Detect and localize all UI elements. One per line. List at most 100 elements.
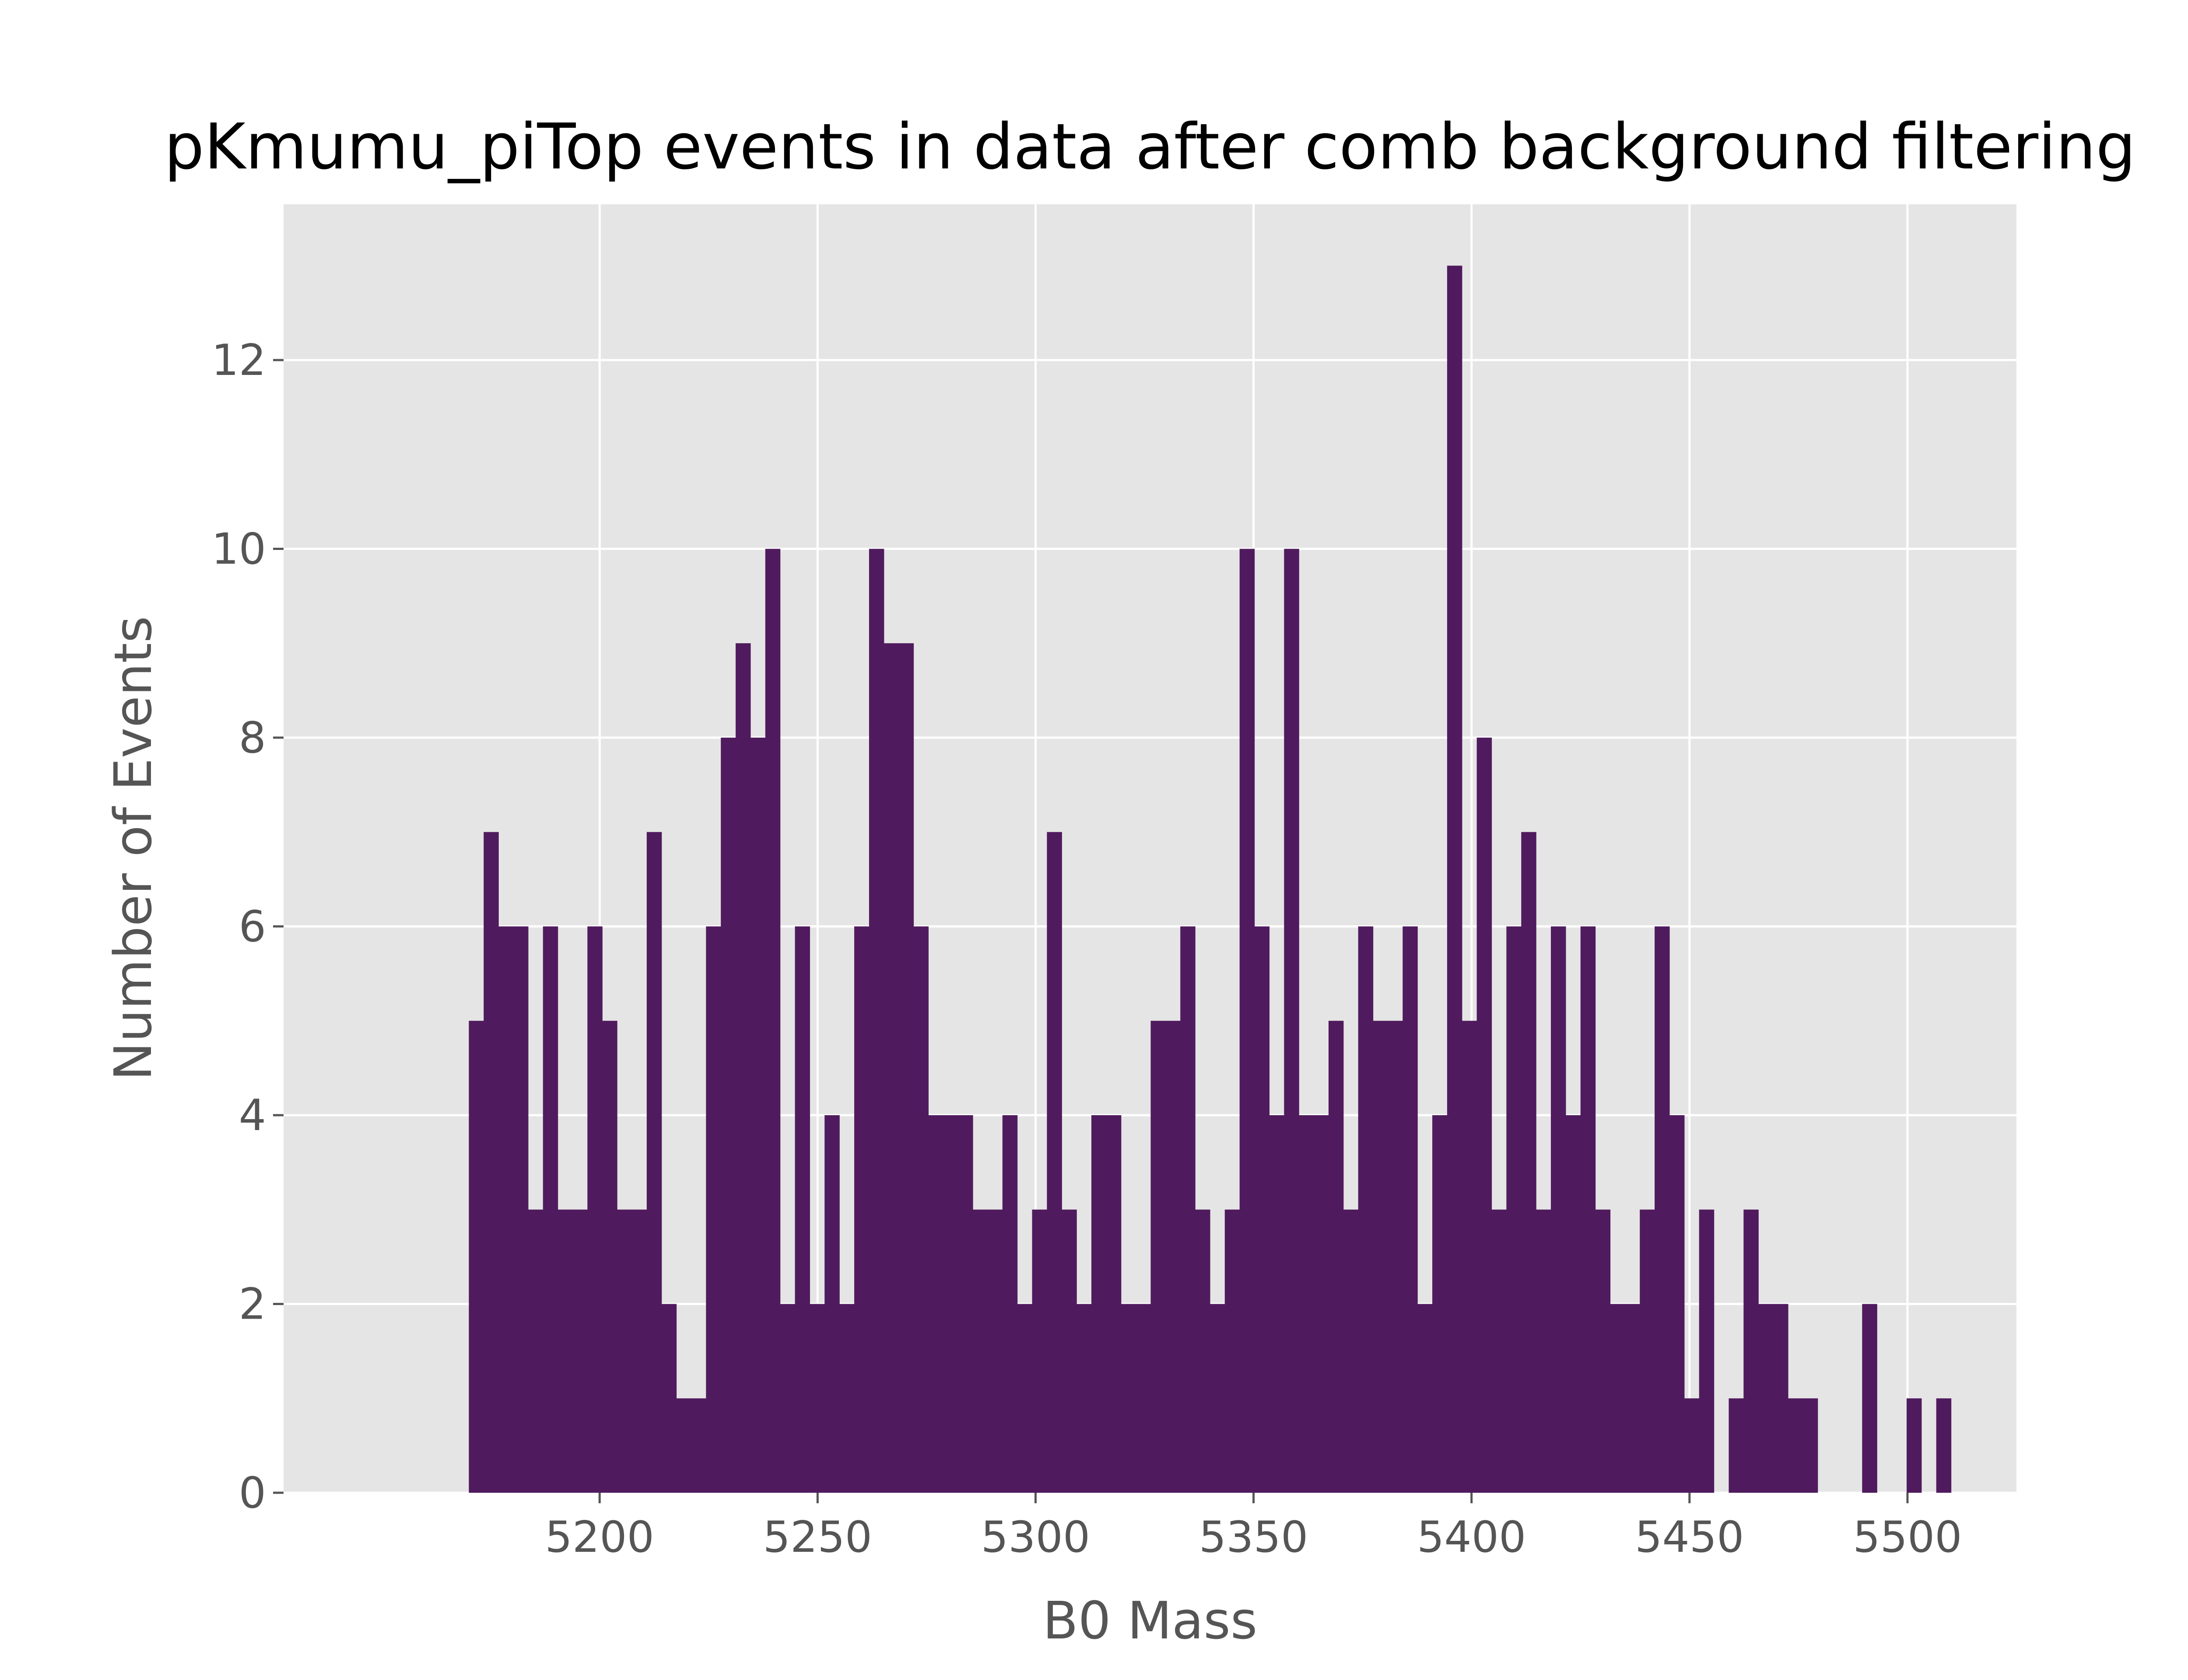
histogram-bar xyxy=(1476,737,1492,1493)
x-tick-label: 5400 xyxy=(1417,1512,1526,1562)
histogram-bar xyxy=(780,1304,796,1493)
histogram-bar xyxy=(558,1209,573,1493)
histogram-bar xyxy=(1239,549,1255,1493)
x-tick-label: 5250 xyxy=(763,1512,872,1562)
y-tick-label: 10 xyxy=(211,524,266,574)
histogram-bar xyxy=(484,832,499,1493)
histogram-bar xyxy=(1640,1209,1655,1493)
x-tick-label: 5450 xyxy=(1635,1512,1744,1562)
histogram-bar xyxy=(1491,1209,1507,1493)
histogram-bar xyxy=(765,549,781,1493)
histogram-bar xyxy=(839,1304,855,1493)
histogram-bar xyxy=(1388,1021,1403,1493)
histogram-bar xyxy=(795,926,810,1493)
y-tick-label: 2 xyxy=(239,1279,266,1329)
y-tick-label: 12 xyxy=(211,336,266,385)
histogram-bar xyxy=(1669,1115,1685,1493)
histogram-bar xyxy=(1936,1398,1952,1493)
histogram-bar xyxy=(1580,926,1596,1493)
histogram-bar xyxy=(1462,1021,1477,1493)
histogram-bar xyxy=(987,1209,1003,1493)
histogram-bar xyxy=(706,926,721,1493)
x-tick-label: 5300 xyxy=(981,1512,1090,1562)
histogram-bar xyxy=(943,1115,958,1493)
histogram-bar xyxy=(1284,549,1299,1493)
histogram-bar xyxy=(602,1021,617,1493)
histogram-bar xyxy=(1595,1209,1611,1493)
histogram-bar xyxy=(1121,1304,1136,1493)
y-tick-label: 6 xyxy=(239,902,266,952)
histogram-bar xyxy=(1729,1398,1744,1493)
histogram-bar xyxy=(1180,926,1196,1493)
histogram-bar xyxy=(528,1209,543,1493)
histogram-bar xyxy=(736,643,751,1493)
histogram-bar xyxy=(1565,1115,1581,1493)
histogram-bars xyxy=(469,266,1952,1493)
histogram-bar xyxy=(1076,1304,1092,1493)
histogram-bar xyxy=(1032,1209,1047,1493)
histogram-bar xyxy=(1314,1115,1329,1493)
histogram-bar xyxy=(498,926,514,1493)
histogram-bar xyxy=(898,643,914,1493)
histogram-bar xyxy=(1210,1304,1225,1493)
histogram-bar xyxy=(1002,1115,1018,1493)
histogram-bar xyxy=(691,1398,706,1493)
histogram-bar xyxy=(1136,1304,1151,1493)
histogram-bar xyxy=(631,1209,647,1493)
histogram-bar xyxy=(1862,1304,1877,1493)
histogram-bar xyxy=(884,643,899,1493)
chart-title: pKmumu_piTop events in data after comb b… xyxy=(164,110,2135,183)
histogram-bar xyxy=(1802,1398,1818,1493)
histogram-bar xyxy=(1788,1398,1803,1493)
histogram-bar xyxy=(513,926,529,1493)
y-axis-label: Number of Events xyxy=(103,616,163,1081)
histogram-bar xyxy=(1610,1304,1625,1493)
histogram-bar xyxy=(1684,1398,1700,1493)
histogram-bar xyxy=(1699,1209,1715,1493)
histogram-bar xyxy=(1224,1209,1240,1493)
histogram-bar xyxy=(1195,1209,1210,1493)
histogram-bar xyxy=(617,1209,632,1493)
histogram-bar xyxy=(1165,1021,1181,1493)
histogram-bar xyxy=(1906,1398,1922,1493)
histogram-bar xyxy=(1403,926,1418,1493)
histogram-bar xyxy=(1625,1304,1640,1493)
histogram-bar xyxy=(869,549,884,1493)
histogram-bar xyxy=(1506,926,1522,1493)
axis-ticks: 5200 5250 5300 5350 5400 5450 5500 0 2 4 6 8 10 12 xyxy=(211,336,1962,1562)
histogram-bar xyxy=(1269,1115,1284,1493)
x-tick-label: 5200 xyxy=(545,1512,654,1562)
histogram-bar xyxy=(543,926,558,1493)
y-tick-label: 4 xyxy=(239,1091,266,1141)
histogram-bar xyxy=(1343,1209,1359,1493)
histogram-bar xyxy=(1017,1304,1033,1493)
histogram-bar xyxy=(854,926,870,1493)
histogram-bar xyxy=(973,1209,988,1493)
histogram-bar xyxy=(1299,1115,1314,1493)
histogram-bar xyxy=(1432,1115,1448,1493)
x-axis-label: B0 Mass xyxy=(1043,1590,1258,1651)
histogram-bar xyxy=(1254,926,1270,1493)
histogram-bar xyxy=(1106,1115,1122,1493)
histogram-bar xyxy=(958,1115,973,1493)
histogram-bar xyxy=(1150,1021,1166,1493)
x-tick-label: 5350 xyxy=(1199,1512,1308,1562)
histogram-bar xyxy=(750,737,766,1493)
y-tick-label: 0 xyxy=(239,1468,266,1518)
histogram-bar xyxy=(1551,926,1566,1493)
histogram-bar xyxy=(1062,1209,1077,1493)
histogram-bar xyxy=(928,1115,943,1493)
histogram-bar xyxy=(810,1304,825,1493)
histogram-bar xyxy=(824,1115,840,1493)
histogram-bar xyxy=(1373,1021,1389,1493)
histogram-bar xyxy=(1521,832,1536,1493)
histogram-bar xyxy=(646,832,662,1493)
histogram-bar xyxy=(661,1304,677,1493)
x-tick-label: 5500 xyxy=(1853,1512,1962,1562)
histogram-bar xyxy=(1417,1304,1433,1493)
histogram-bar xyxy=(1743,1209,1759,1493)
histogram-bar xyxy=(1536,1209,1551,1493)
histogram-bar xyxy=(913,926,929,1493)
histogram-bar xyxy=(1758,1304,1774,1493)
histogram-bar xyxy=(469,1021,484,1493)
